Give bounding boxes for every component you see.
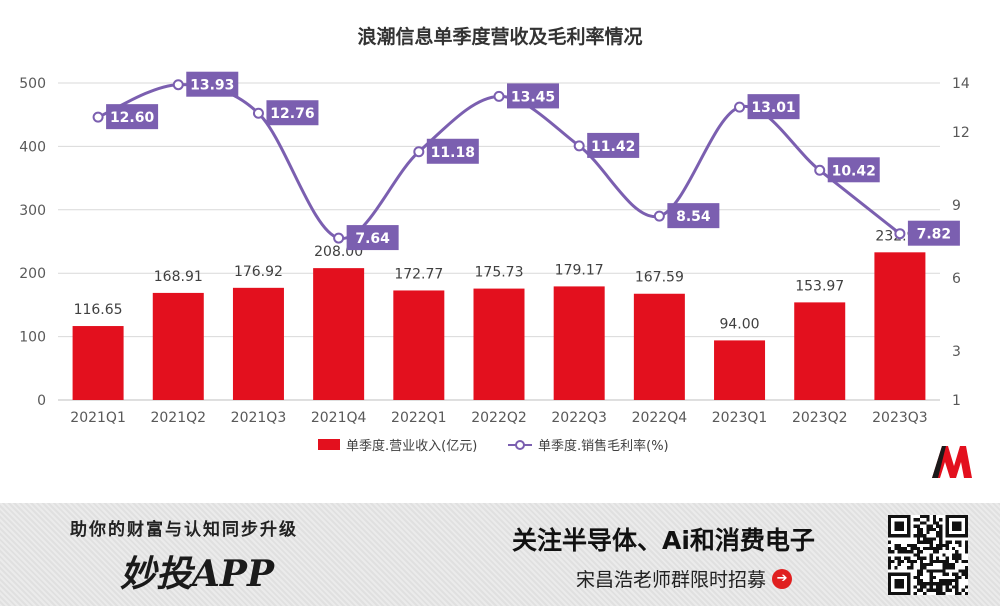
footer-recruit-link[interactable]: 宋昌浩老师群限时招募 ➔ bbox=[576, 565, 793, 592]
rate-value-label: 12.60 bbox=[110, 110, 155, 126]
footer-subline: 宋昌浩老师群限时招募 bbox=[576, 569, 767, 591]
y-right-tick-label: 14 bbox=[952, 76, 970, 92]
promo-footer: 助你的财富与认知同步升级 妙投APP 关注半导体、Ai和消费电子 宋昌浩老师群限… bbox=[0, 503, 1000, 606]
line-point bbox=[734, 101, 746, 113]
bar bbox=[633, 293, 685, 400]
line-point bbox=[814, 164, 826, 176]
rate-label-box bbox=[266, 100, 319, 126]
bar-value-label: 94.00 bbox=[719, 316, 759, 332]
bar bbox=[794, 302, 846, 400]
bar-value-label: 168.91 bbox=[154, 269, 203, 285]
rate-label-box bbox=[907, 220, 960, 246]
bar-value-label: 175.73 bbox=[475, 265, 524, 281]
rate-label-box bbox=[587, 132, 640, 158]
line-point bbox=[252, 107, 264, 119]
bar bbox=[313, 268, 365, 400]
rate-label-box bbox=[426, 138, 479, 164]
rate-value-label: 7.82 bbox=[917, 227, 952, 243]
arrow-right-icon: ➔ bbox=[772, 568, 793, 589]
bar bbox=[393, 290, 445, 400]
rate-value-label: 13.93 bbox=[190, 78, 234, 94]
line-point bbox=[573, 140, 585, 152]
qr-code-icon[interactable] bbox=[888, 515, 968, 595]
x-tick-label: 2021Q1 bbox=[70, 410, 126, 426]
bar-value-label: 116.65 bbox=[74, 302, 123, 318]
bar bbox=[72, 326, 124, 400]
line-point bbox=[493, 90, 505, 102]
legend-line-marker bbox=[515, 440, 525, 450]
bar-value-label: 153.97 bbox=[795, 278, 844, 294]
bar-value-label: 172.77 bbox=[394, 266, 443, 282]
x-tick-label: 2023Q1 bbox=[712, 410, 768, 426]
rate-value-label: 8.54 bbox=[676, 209, 711, 225]
footer-headline: 关注半导体、Ai和消费电子 bbox=[512, 526, 815, 555]
y-left-tick-label: 300 bbox=[19, 203, 46, 219]
rate-label-box bbox=[827, 157, 880, 183]
rate-value-label: 13.01 bbox=[751, 100, 795, 116]
x-tick-label: 2021Q4 bbox=[311, 410, 367, 426]
line-point bbox=[894, 228, 906, 240]
x-tick-label: 2022Q3 bbox=[551, 410, 607, 426]
rate-value-label: 10.42 bbox=[832, 163, 876, 179]
rate-label-box bbox=[507, 83, 559, 109]
rate-value-label: 11.42 bbox=[591, 139, 635, 155]
bar-value-label: 179.17 bbox=[555, 262, 604, 278]
bar bbox=[714, 340, 766, 400]
footer-app-name: 妙投APP bbox=[120, 553, 275, 595]
logo-icon bbox=[932, 446, 972, 478]
rate-label-box bbox=[667, 203, 720, 229]
y-left-tick-label: 100 bbox=[19, 330, 46, 346]
y-right-tick-label: 6 bbox=[952, 271, 961, 287]
rate-value-label: 12.76 bbox=[270, 106, 314, 122]
line-point bbox=[653, 210, 665, 222]
line-point bbox=[333, 232, 345, 244]
bar bbox=[874, 252, 926, 400]
line-point bbox=[413, 146, 425, 158]
bar-value-label: 167.59 bbox=[635, 270, 684, 286]
rate-value-label: 7.64 bbox=[355, 231, 390, 247]
y-right-tick-label: 12 bbox=[952, 125, 970, 141]
x-tick-label: 2021Q3 bbox=[231, 410, 287, 426]
legend-bar-label: 单季度.营业收入(亿元) bbox=[346, 438, 477, 454]
x-tick-label: 2022Q4 bbox=[632, 410, 688, 426]
y-right-tick-label: 1 bbox=[952, 393, 961, 409]
chart-area: 浪潮信息单季度营收及毛利率情况 0 100 200 300 400 500 1 3 6 9 12 14… bbox=[19, 25, 972, 478]
rate-label-box bbox=[186, 71, 239, 97]
footer-slogan: 助你的财富与认知同步升级 bbox=[70, 520, 298, 540]
bar bbox=[232, 287, 284, 400]
bar-value-label: 176.92 bbox=[234, 264, 283, 280]
x-tick-label: 2022Q1 bbox=[391, 410, 447, 426]
y-right-tick-label: 9 bbox=[952, 198, 961, 214]
y-left-tick-label: 400 bbox=[19, 139, 46, 155]
chart-title: 浪潮信息单季度营收及毛利率情况 bbox=[357, 25, 642, 48]
rate-label-box bbox=[346, 225, 399, 251]
chart-svg: 浪潮信息单季度营收及毛利率情况 0 100 200 300 400 500 1 3 6 9 12 14… bbox=[19, 25, 970, 454]
y-left-tick-label: 200 bbox=[19, 266, 46, 282]
y-left-tick-label: 500 bbox=[19, 76, 46, 92]
x-tick-label: 2023Q3 bbox=[872, 410, 928, 426]
legend-line-label: 单季度.销售毛利率(%) bbox=[538, 438, 669, 454]
bar bbox=[473, 288, 525, 400]
bar bbox=[152, 292, 204, 400]
rate-value-label: 11.18 bbox=[431, 145, 475, 161]
rate-value-label: 13.45 bbox=[511, 89, 555, 105]
x-tick-label: 2022Q2 bbox=[471, 410, 527, 426]
rate-label-box bbox=[747, 94, 800, 120]
line-point bbox=[92, 111, 104, 123]
x-tick-label: 2021Q2 bbox=[150, 410, 206, 426]
rate-label-box bbox=[106, 104, 159, 130]
line-point bbox=[172, 79, 184, 91]
legend-bar-swatch bbox=[318, 439, 340, 450]
bar bbox=[553, 286, 605, 400]
y-left-tick-label: 0 bbox=[37, 393, 46, 409]
y-right-tick-label: 3 bbox=[952, 344, 961, 360]
x-tick-label: 2023Q2 bbox=[792, 410, 848, 426]
